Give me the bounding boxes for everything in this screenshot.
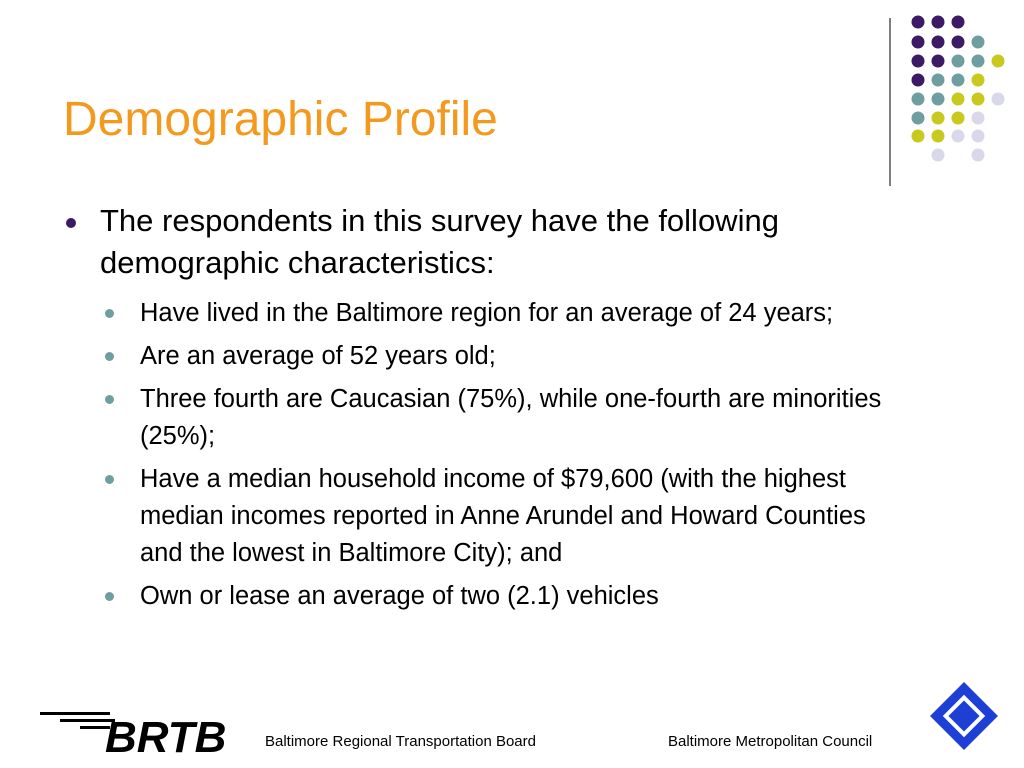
footer-left: Baltimore Regional Transportation Board [265,733,536,750]
dot-grid [911,15,1005,162]
sub-bullet: Are an average of 52 years old; [105,338,915,375]
sub-bullet-list: Have lived in the Baltimore region for a… [105,295,915,621]
brtb-logo: BRTB [40,712,226,762]
footer-right: Baltimore Metropolitan Council [668,733,873,750]
bullet-marker [66,218,76,228]
sub-bullet: Three fourth are Caucasian (75%), while … [105,381,915,455]
main-bullet: The respondents in this survey have the … [100,203,779,280]
sub-bullet: Have a median household income of $79,60… [105,461,915,572]
sub-bullet: Have lived in the Baltimore region for a… [105,295,915,332]
logo-text: BRTB [105,713,226,762]
bmc-logo [930,682,998,750]
slide-title: Demographic Profile [63,93,498,146]
sub-bullet: Own or lease an average of two (2.1) veh… [105,578,915,615]
